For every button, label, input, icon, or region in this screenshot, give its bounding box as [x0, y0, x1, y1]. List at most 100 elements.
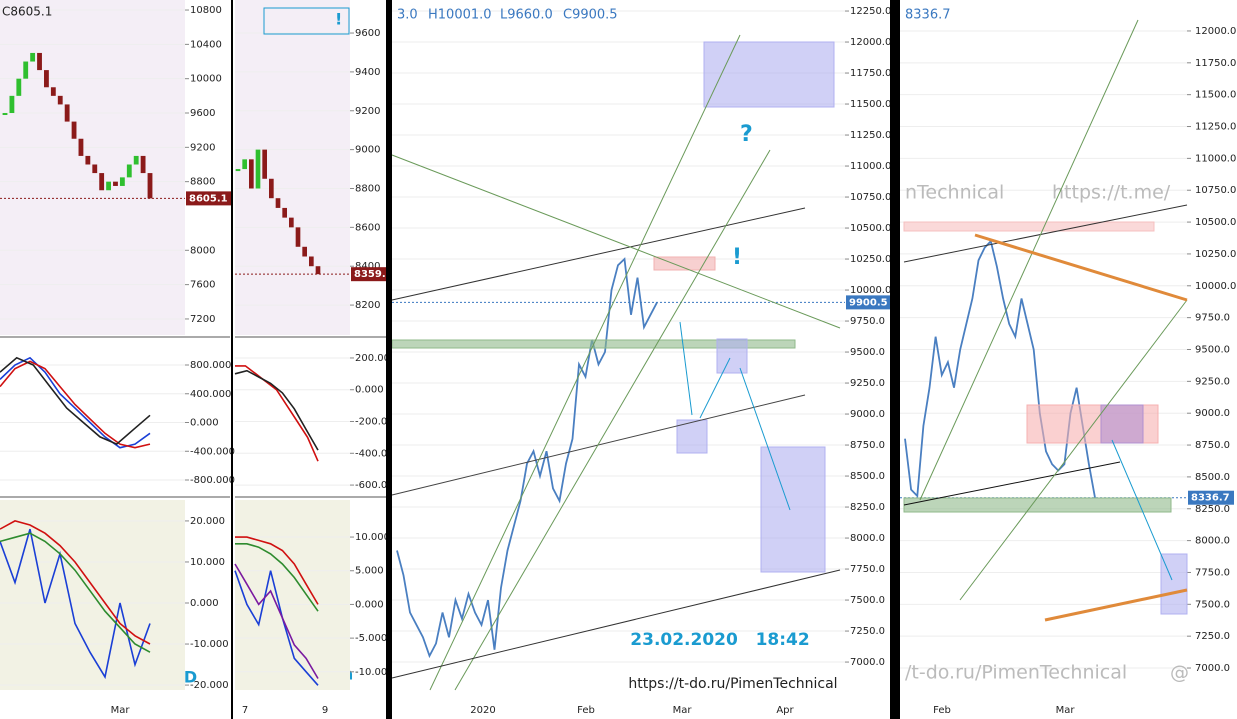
candle [113, 181, 118, 186]
y-tick-label: 7500.0 [850, 595, 885, 606]
indicator-line [0, 528, 151, 680]
candle [2, 113, 8, 116]
y-tick-label: 8400 [355, 261, 380, 272]
candle [9, 95, 15, 114]
y-tick-label: 9250.0 [850, 378, 885, 389]
y-tick-label: 9000.0 [1195, 408, 1230, 419]
indicator-line [235, 536, 319, 605]
trendline [903, 204, 1188, 263]
candle [92, 164, 98, 174]
y-tick-label: 9200 [190, 142, 215, 153]
y-tick-label: 7750.0 [850, 564, 885, 575]
panel-bg [235, 500, 350, 690]
indicator-line [235, 542, 319, 612]
candle [289, 217, 294, 228]
x-tick-label: Feb [933, 705, 951, 716]
candle [133, 155, 139, 165]
price-line [396, 257, 658, 659]
y-tick-label: 9500.0 [1195, 344, 1230, 355]
header: H10001.0 [428, 8, 492, 23]
x-tick-label: Mar [111, 705, 131, 716]
y-tick-label: 9500.0 [850, 347, 885, 358]
y-tick-label: 8250.0 [850, 502, 885, 513]
price-tag-bg [186, 191, 232, 206]
header: C8605.1 [2, 5, 52, 19]
y-tick-label: 5.000 [355, 566, 384, 577]
plot-bg [900, 0, 1187, 700]
trendline [903, 461, 1121, 506]
y-tick-label: -400.000 [355, 448, 400, 459]
y-tick-label: 11000.0 [850, 161, 891, 172]
x-tick-label: Feb [577, 705, 595, 716]
date-stamp: 23.02.2020 18:42 [630, 630, 809, 650]
y-tick-label: 10400 [190, 39, 222, 50]
price-tag: 9900.5 [849, 297, 888, 308]
y-tick-label: 10500.0 [1195, 217, 1236, 228]
candle [249, 159, 254, 189]
zone [1100, 404, 1144, 444]
arrow [739, 367, 791, 511]
y-tick-label: 11500.0 [1195, 90, 1236, 101]
y-tick-label: 8250.0 [1195, 504, 1230, 515]
indicator-line [0, 356, 151, 449]
indicator-line [234, 570, 319, 686]
arrow [1111, 439, 1173, 581]
candle [23, 61, 29, 79]
y-tick-label: 7750.0 [1195, 567, 1230, 578]
y-tick-label: 0.000 [355, 385, 384, 396]
y-tick-label: 400.000 [190, 389, 231, 400]
y-tick-label: 200.000 [355, 353, 396, 364]
y-tick-label: 11250.0 [850, 130, 891, 141]
y-tick-label: 8800 [355, 183, 380, 194]
zone [760, 446, 826, 573]
y-tick-label: 8600 [355, 222, 380, 233]
trendline [391, 154, 841, 329]
separator [890, 0, 900, 719]
candle [37, 52, 42, 71]
y-tick-label: 10750.0 [850, 192, 891, 203]
y-tick-label: 0.000 [190, 598, 219, 609]
y-tick-label: 8000.0 [850, 533, 885, 544]
indicator-line [234, 369, 319, 451]
y-tick-label: 8500.0 [1195, 472, 1230, 483]
y-tick-label: 7250.0 [1195, 631, 1230, 642]
header: L9660.0 [500, 8, 553, 23]
candle [269, 178, 274, 199]
candle [106, 181, 111, 191]
trendline [391, 394, 806, 496]
watermark: @ [1170, 662, 1189, 684]
y-tick-label: 7000.0 [1195, 663, 1230, 674]
candle [255, 149, 261, 189]
trendline [391, 207, 806, 301]
annotation-box [263, 7, 350, 35]
y-tick-label: 7500.0 [1195, 599, 1230, 610]
y-tick-label: 8750.0 [1195, 440, 1230, 451]
zone [676, 419, 708, 454]
candle [57, 95, 63, 105]
annotation: ! [335, 10, 342, 29]
y-tick-label: -10.000 [190, 639, 229, 650]
url: https://t-do.ru/PimenTechnical [628, 676, 837, 692]
price-tag-bg [351, 267, 397, 282]
y-tick-label: 8000 [190, 245, 215, 256]
indicator-line [234, 563, 319, 679]
indicator-line [0, 520, 151, 645]
plot-bg [235, 0, 350, 335]
zone [653, 256, 716, 271]
y-tick-label: -10.000 [355, 667, 394, 678]
y-tick-label: 11750.0 [850, 68, 891, 79]
candle [315, 266, 321, 275]
y-tick-label: 9000.0 [850, 409, 885, 420]
y-tick-label: 11000.0 [1195, 153, 1236, 164]
candle [262, 149, 267, 179]
y-tick-label: 10500.0 [850, 223, 891, 234]
y-tick-label: 12000.0 [850, 37, 891, 48]
y-tick-label: 10800 [190, 5, 222, 16]
candle [119, 177, 125, 186]
candle [282, 207, 287, 218]
y-tick-label: 11250.0 [1195, 122, 1236, 133]
price-tag-bg [1188, 490, 1234, 505]
plot-bg [392, 0, 845, 700]
y-tick-label: 8000.0 [1195, 536, 1230, 547]
